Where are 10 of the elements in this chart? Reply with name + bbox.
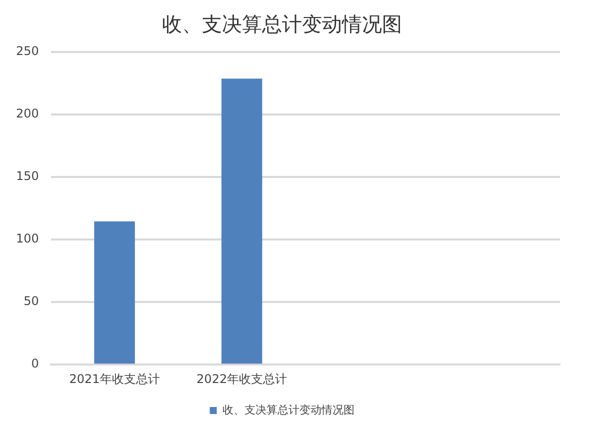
y-tick-label: 100 <box>16 232 39 246</box>
x-tick-label: 2022年收支总计 <box>196 372 288 386</box>
legend-label: 收、支决算总计变动情况图 <box>222 403 354 416</box>
y-tick-label: 0 <box>31 356 39 371</box>
x-tick-label: 2021年收支总计 <box>69 372 160 386</box>
chart-title: 收、支决算总计变动情况图 <box>162 12 402 36</box>
y-tick-label: 150 <box>16 169 39 184</box>
y-tick-label: 250 <box>16 44 39 58</box>
y-tick-label: 200 <box>16 106 39 121</box>
y-tick-label: 50 <box>24 294 39 308</box>
